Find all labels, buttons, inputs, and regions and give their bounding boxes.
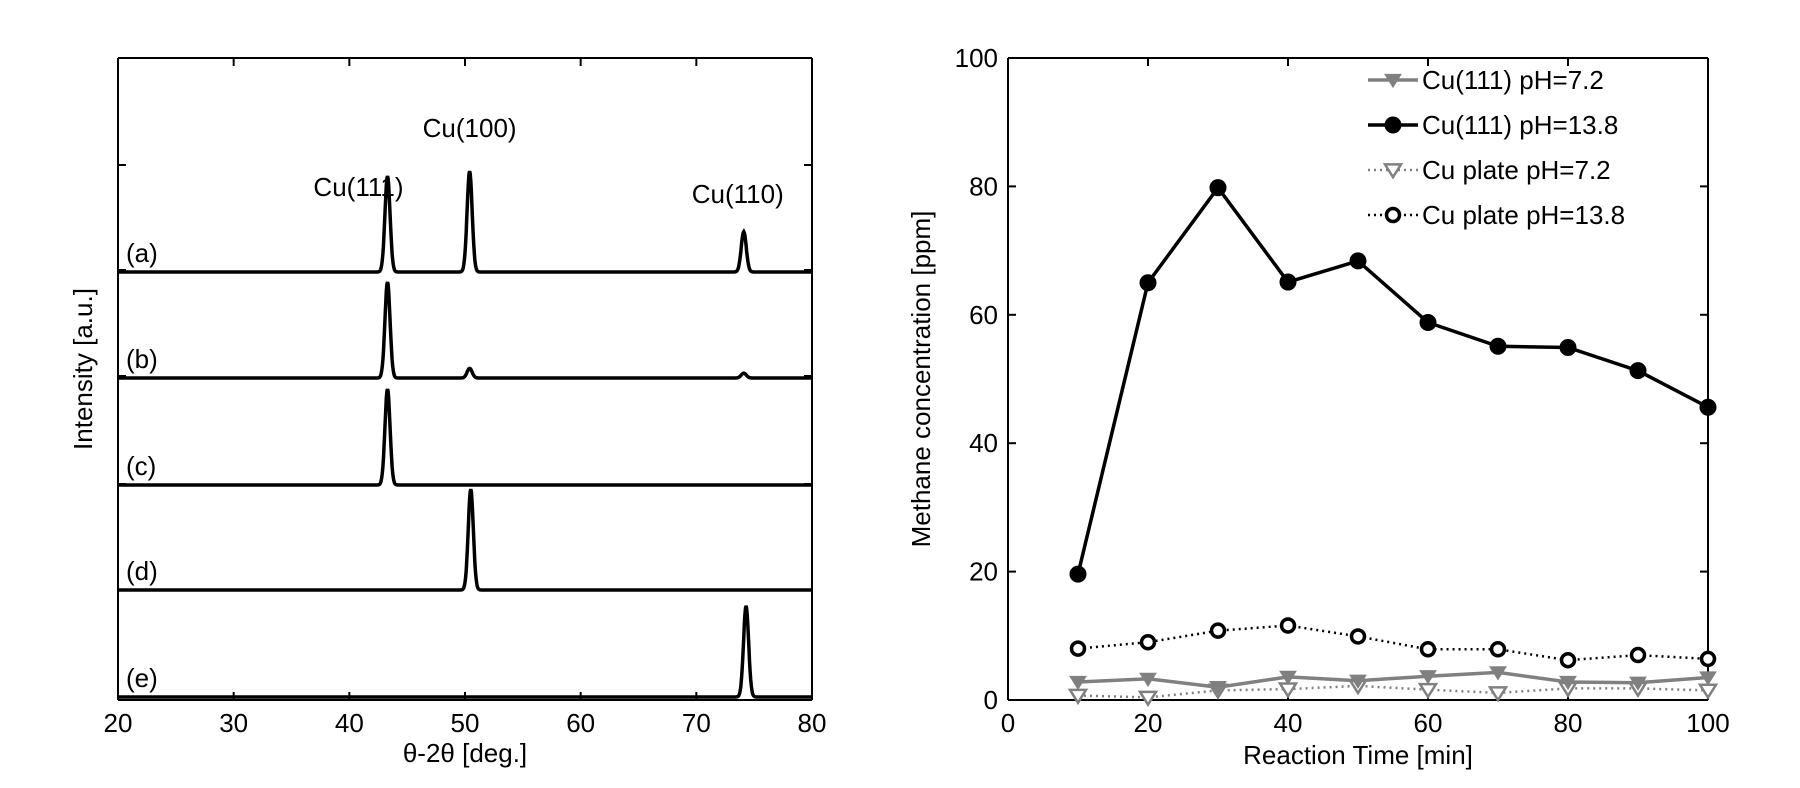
data-point xyxy=(1489,666,1507,681)
trace-label: (c) xyxy=(126,451,156,481)
peak-label: Cu(110) xyxy=(692,179,784,209)
data-point xyxy=(1279,617,1297,634)
y-tick-label: 40 xyxy=(969,428,998,458)
data-point xyxy=(1349,252,1367,270)
xrd-trace xyxy=(118,281,812,380)
x-tick-label: 80 xyxy=(1554,708,1583,738)
data-point xyxy=(1559,675,1577,691)
data-point xyxy=(1419,670,1437,685)
data-point xyxy=(1699,671,1717,686)
data-point xyxy=(1279,273,1297,291)
series-1 xyxy=(1069,179,1717,583)
xrd-chart: 20 30 40 50 60 70 80 θ-2θ [deg.] Intensity [a.u.… xyxy=(68,57,827,768)
data-point xyxy=(1069,640,1087,657)
peak-label: Cu(100) xyxy=(423,113,517,143)
trace-label: (b) xyxy=(126,344,158,374)
x-tick-label: 100 xyxy=(1686,708,1729,738)
x-axis-title: θ-2θ [deg.] xyxy=(403,738,527,768)
y-tick-label: 80 xyxy=(969,171,998,201)
data-point xyxy=(1139,274,1157,292)
x-tick-label: 40 xyxy=(1274,708,1303,738)
series-line xyxy=(1077,670,1709,689)
data-point xyxy=(1489,337,1507,355)
y-tick-label: 100 xyxy=(955,43,998,73)
x-axis-title: Reaction Time [min] xyxy=(1243,740,1473,770)
series-0 xyxy=(1069,666,1717,696)
data-point xyxy=(1139,672,1157,687)
x-tick-label: 70 xyxy=(682,708,711,738)
data-point xyxy=(1699,650,1717,668)
data-point xyxy=(1384,206,1402,224)
data-point xyxy=(1279,670,1297,686)
series-line xyxy=(1076,184,1709,575)
data-point xyxy=(1559,651,1577,669)
legend-label: Cu plate pH=13.8 xyxy=(1422,200,1625,230)
data-point xyxy=(1382,163,1404,180)
x-tick-label: 40 xyxy=(335,708,364,738)
x-tick-label: 50 xyxy=(451,708,480,738)
data-point xyxy=(1559,339,1577,357)
x-tick-label: 60 xyxy=(1414,708,1443,738)
data-point xyxy=(1209,622,1227,639)
x-tick-label: 80 xyxy=(798,708,827,738)
data-point xyxy=(1349,674,1367,689)
data-point xyxy=(1349,628,1367,645)
data-point xyxy=(1069,565,1087,583)
legend-label: Cu plate pH=7.2 xyxy=(1422,155,1611,185)
trace-label: (d) xyxy=(126,556,158,586)
data-point xyxy=(1489,641,1507,658)
data-point xyxy=(1417,682,1439,700)
series-line xyxy=(1077,684,1709,699)
series-3 xyxy=(1069,617,1717,669)
data-point xyxy=(1139,633,1157,651)
data-point xyxy=(1384,73,1402,89)
data-point xyxy=(1419,314,1437,332)
trace-label: (a) xyxy=(126,238,158,268)
x-tick-label: 30 xyxy=(219,708,248,738)
y-tick-label: 20 xyxy=(969,557,998,587)
y-tick-label: 0 xyxy=(984,685,998,715)
y-tick-label: 60 xyxy=(969,300,998,330)
x-tick-label: 60 xyxy=(566,708,595,738)
data-point xyxy=(1069,675,1087,691)
data-point xyxy=(1699,398,1717,416)
trace-label: (e) xyxy=(126,663,158,693)
data-point xyxy=(1419,641,1437,658)
xrd-trace xyxy=(118,170,812,274)
methane-chart: 0 20 40 60 80 100 0 20 40 60 80 100 Reaction Time [m… xyxy=(906,43,1730,770)
legend-label: Cu(111) pH=13.8 xyxy=(1422,110,1618,140)
x-tick-label: 0 xyxy=(1001,708,1015,738)
x-tick-label: 20 xyxy=(1134,708,1163,738)
data-point xyxy=(1209,681,1227,696)
y-axis-title: Methane concentration [ppm] xyxy=(906,211,936,548)
data-point xyxy=(1629,646,1647,664)
data-point xyxy=(1629,362,1647,380)
xrd-trace xyxy=(118,388,812,487)
series-line xyxy=(1077,624,1709,662)
data-point xyxy=(1137,690,1159,707)
data-point xyxy=(1629,676,1647,691)
xrd-trace xyxy=(118,605,812,699)
y-axis-title: Intensity [a.u.] xyxy=(68,288,98,450)
data-point xyxy=(1384,116,1402,134)
data-point xyxy=(1209,179,1227,197)
legend: Cu(111) pH=7.2 Cu(111) pH=13.8 Cu plate pH… xyxy=(1368,65,1625,230)
data-point xyxy=(1487,686,1509,703)
legend-label: Cu(111) pH=7.2 xyxy=(1422,65,1604,95)
x-tick-label: 20 xyxy=(104,708,133,738)
xrd-trace xyxy=(118,488,812,592)
peak-label: Cu(111) xyxy=(313,172,403,202)
